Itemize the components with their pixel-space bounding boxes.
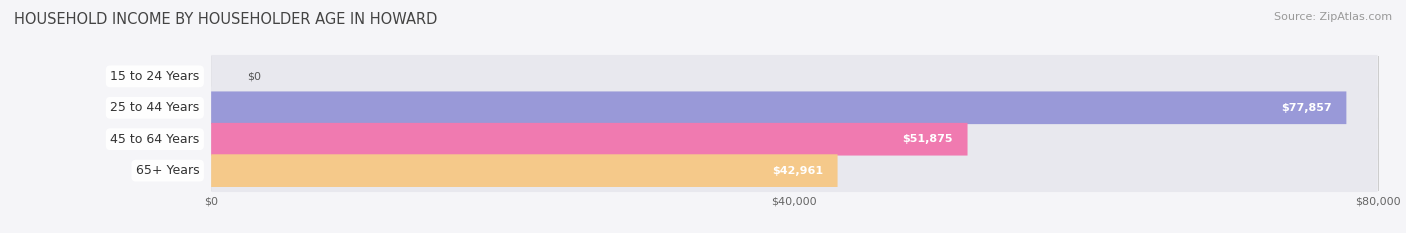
Text: $77,857: $77,857 xyxy=(1281,103,1331,113)
Text: HOUSEHOLD INCOME BY HOUSEHOLDER AGE IN HOWARD: HOUSEHOLD INCOME BY HOUSEHOLDER AGE IN H… xyxy=(14,12,437,27)
Text: $51,875: $51,875 xyxy=(903,134,953,144)
Text: 25 to 44 Years: 25 to 44 Years xyxy=(110,101,200,114)
Text: $0: $0 xyxy=(247,71,262,81)
Text: 15 to 24 Years: 15 to 24 Years xyxy=(110,70,200,83)
Text: 45 to 64 Years: 45 to 64 Years xyxy=(110,133,200,146)
Text: Source: ZipAtlas.com: Source: ZipAtlas.com xyxy=(1274,12,1392,22)
FancyBboxPatch shape xyxy=(211,55,1378,98)
FancyBboxPatch shape xyxy=(211,86,1378,129)
FancyBboxPatch shape xyxy=(211,154,838,187)
FancyBboxPatch shape xyxy=(211,91,1347,124)
Text: $42,961: $42,961 xyxy=(772,166,823,176)
Text: 65+ Years: 65+ Years xyxy=(136,164,200,177)
FancyBboxPatch shape xyxy=(211,118,1378,161)
FancyBboxPatch shape xyxy=(211,123,967,156)
FancyBboxPatch shape xyxy=(211,149,1378,192)
